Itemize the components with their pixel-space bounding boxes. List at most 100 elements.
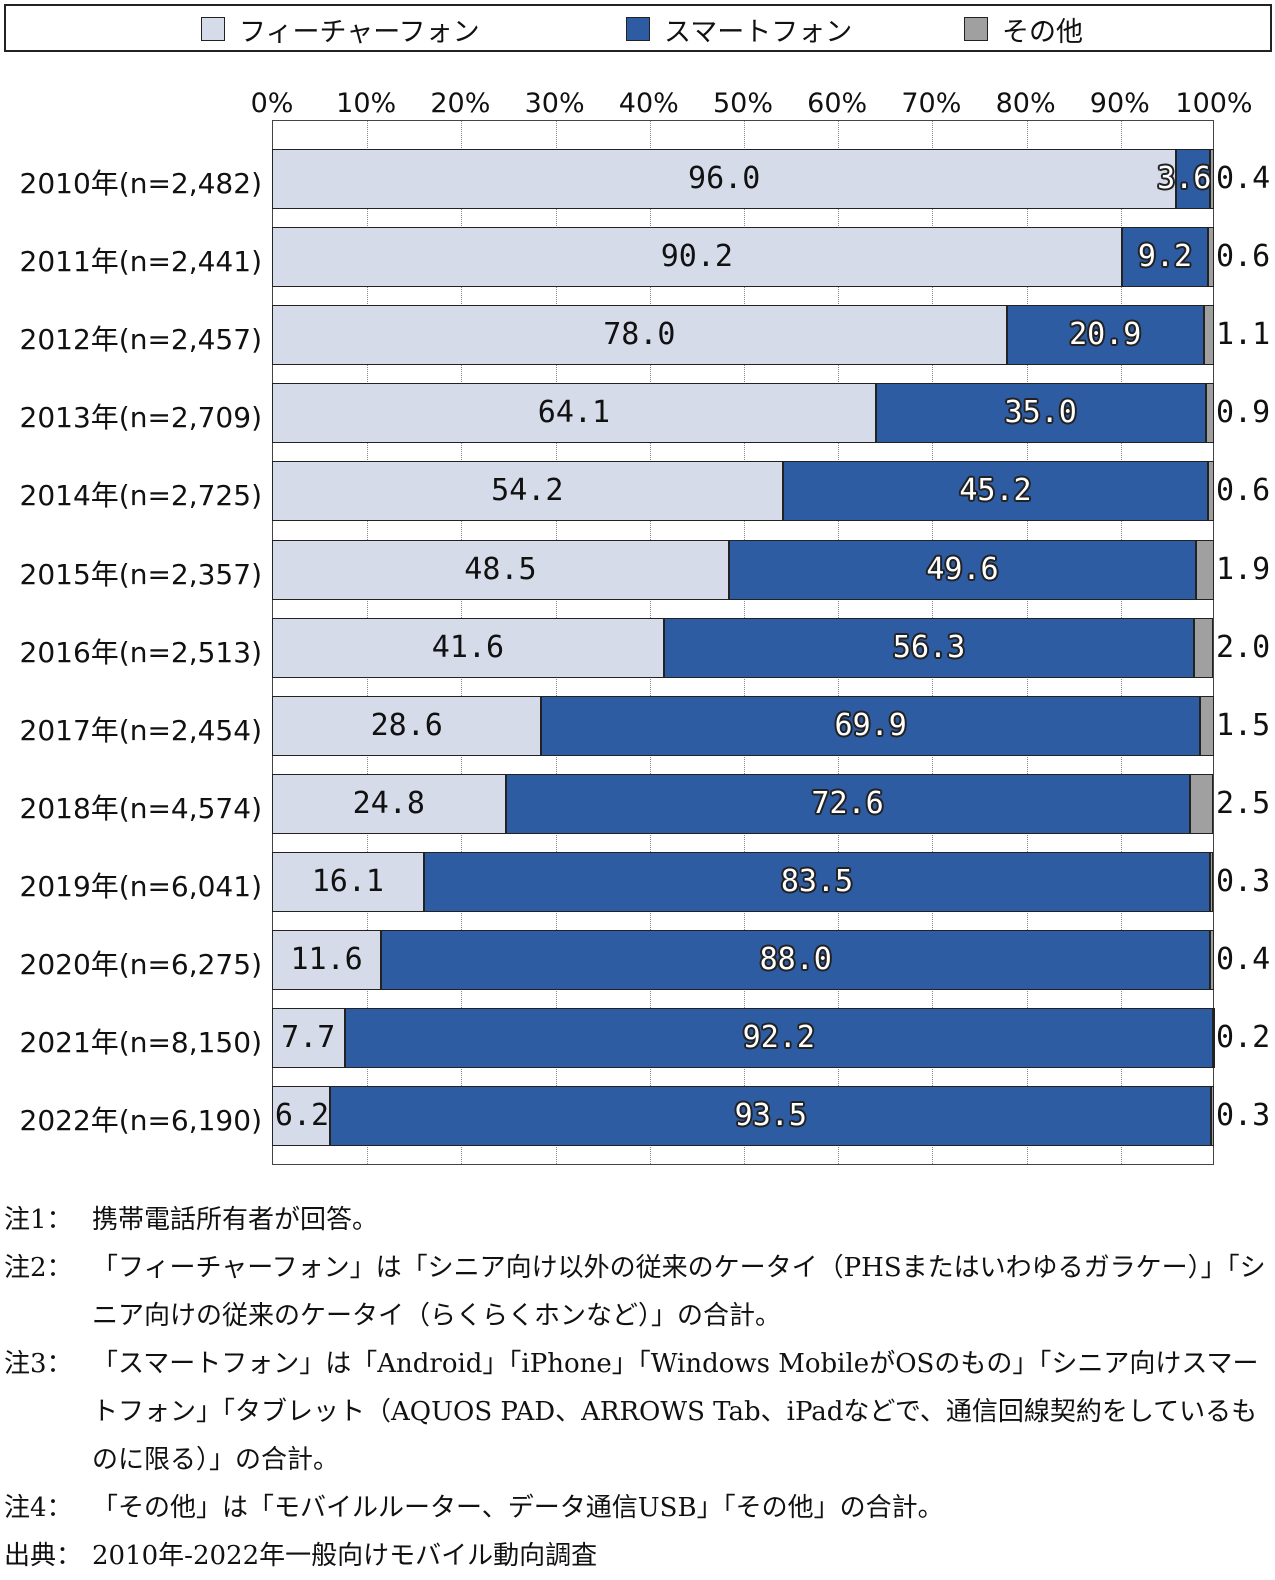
x-tick-label: 0% [250, 88, 294, 119]
bar-other [1210, 149, 1214, 209]
data-label-feature-phone: 28.6 [370, 707, 443, 743]
category-label: 2016年(n=2,513) [19, 635, 262, 669]
legend-swatch-other [964, 17, 988, 41]
data-label-smartphone: 20.9 [1069, 317, 1142, 353]
x-tick-label: 60% [807, 88, 868, 119]
category-label: 2012年(n=2,457) [19, 323, 262, 357]
x-tick-label: 20% [430, 88, 491, 119]
data-label-other: 0.6 [1216, 473, 1271, 509]
legend-label-other: その他 [1002, 16, 1083, 48]
bar-feature-phone [272, 695, 542, 756]
bar-feature-phone [272, 617, 664, 678]
bar-smartphone [1176, 149, 1211, 209]
bar-row: 7.7 92.2 [272, 1008, 1216, 1069]
legend-item-feature-phone: フィーチャーフォン [201, 15, 480, 48]
bar-feature-phone [272, 149, 1177, 209]
category-label: 2019年(n=6,041) [19, 869, 262, 903]
bar-smartphone [541, 695, 1200, 756]
data-label-feature-phone: 7.7 [281, 1020, 336, 1056]
data-label-feature-phone: 24.8 [352, 785, 425, 821]
data-label-feature-phone: 54.2 [491, 473, 564, 509]
data-label-other: 1.9 [1216, 551, 1271, 587]
x-tick-label: 30% [524, 88, 585, 119]
data-label-smartphone: 92.2 [742, 1020, 815, 1056]
data-label-smartphone: 3.6 [1157, 161, 1212, 196]
data-label-other: 0.3 [1216, 1098, 1271, 1134]
bar-other [1208, 227, 1214, 288]
data-label-smartphone: 72.6 [811, 785, 884, 821]
bar-row: 64.1 35.0 [272, 383, 1214, 444]
note-label: 注4： [4, 1493, 73, 1523]
bar-row: 54.2 45.2 [272, 461, 1214, 522]
data-label-other: 2.5 [1216, 785, 1271, 821]
note-item: 注3： 「スマートフォン」は「Android」「iPhone」「Windows M… [4, 1340, 1272, 1484]
bar-other [1208, 461, 1214, 522]
category-label: 2022年(n=6,190) [19, 1104, 262, 1138]
bar-other [1203, 305, 1214, 366]
bar-row: 11.6 88.0 [272, 930, 1214, 990]
note-label: 注1： [4, 1205, 73, 1235]
bar-other [1189, 773, 1214, 834]
category-label: 2021年(n=8,150) [19, 1026, 262, 1060]
bar-other [1199, 695, 1214, 756]
data-label-smartphone: 9.2 [1137, 239, 1193, 275]
data-label-smartphone: 88.0 [759, 942, 832, 977]
bar-smartphone [344, 1008, 1214, 1069]
note-text: 「その他」は「モバイルルーター、データ通信USB」「その他」の合計。 [92, 1493, 944, 1523]
bar-other [1211, 1086, 1214, 1147]
data-label-other: 0.3 [1216, 863, 1271, 899]
note-label: 出典： [4, 1541, 83, 1571]
data-label-other: 0.6 [1216, 239, 1271, 275]
bar-feature-phone [272, 539, 729, 600]
bar-feature-phone [272, 305, 1007, 366]
bar-smartphone [728, 539, 1197, 600]
category-label: 2013年(n=2,709) [19, 401, 262, 435]
legend-label-smartphone: スマートフォン [664, 16, 853, 48]
data-label-other: 0.4 [1216, 161, 1271, 196]
note-text: 「フィーチャーフォン」は「シニア向け以外の従来のケータイ（PHSまたはいわゆるガ… [92, 1253, 1266, 1331]
data-label-other: 2.0 [1216, 629, 1271, 665]
bar-feature-phone [272, 383, 876, 444]
bar-row: 24.8 72.6 [272, 773, 1214, 834]
bar-smartphone [663, 617, 1195, 678]
category-label: 2017年(n=2,454) [19, 713, 262, 747]
bar-row: 28.6 69.9 [272, 695, 1214, 756]
bar-smartphone [505, 773, 1190, 834]
chart-legend: フィーチャーフォン スマートフォン その他 [4, 4, 1272, 52]
bar-row: 90.2 9.2 [272, 227, 1214, 288]
bar-other [1210, 930, 1214, 990]
bar-feature-phone [272, 930, 382, 990]
note-text: 「スマートフォン」は「Android」「iPhone」「Windows Mobi… [92, 1349, 1259, 1475]
data-label-smartphone: 83.5 [780, 863, 854, 899]
bar-smartphone [875, 383, 1206, 444]
legend-item-smartphone: スマートフォン [626, 15, 852, 48]
legend-label-feature-phone: フィーチャーフォン [239, 16, 480, 48]
data-label-feature-phone: 11.6 [290, 942, 363, 977]
bar-row: 16.1 83.5 [272, 851, 1214, 912]
note-label: 注3： [4, 1349, 73, 1379]
data-label-smartphone: 69.9 [834, 707, 907, 743]
data-label-feature-phone: 64.1 [537, 395, 611, 431]
x-tick-label: 90% [1089, 88, 1150, 119]
x-tick-label: 100% [1175, 88, 1253, 119]
data-label-other: 0.2 [1216, 1020, 1271, 1056]
legend-swatch-smartphone [626, 17, 650, 41]
bar-smartphone [381, 930, 1211, 990]
category-label: 2011年(n=2,441) [19, 245, 262, 279]
bar-row: 41.6 56.3 [272, 617, 1214, 678]
data-label-feature-phone: 96.0 [688, 161, 761, 196]
category-label: 2014年(n=2,725) [19, 479, 262, 513]
data-label-smartphone: 56.3 [892, 629, 966, 665]
bar-feature-phone [272, 1086, 331, 1147]
category-label: 2010年(n=2,482) [19, 167, 262, 200]
bar-smartphone [1006, 305, 1204, 366]
x-tick-label: 40% [618, 88, 679, 119]
bar-row: 6.2 93.5 [272, 1086, 1214, 1147]
note-item: 注4： 「その他」は「モバイルルーター、データ通信USB」「その他」の合計。 [4, 1484, 1272, 1532]
note-label: 注2： [4, 1253, 73, 1283]
bar-row: 96.0 3.6 [272, 149, 1214, 209]
bar-other [1210, 851, 1214, 912]
bar-smartphone [1121, 227, 1209, 288]
category-label: 2020年(n=6,275) [19, 948, 262, 981]
bar-smartphone [330, 1086, 1212, 1147]
